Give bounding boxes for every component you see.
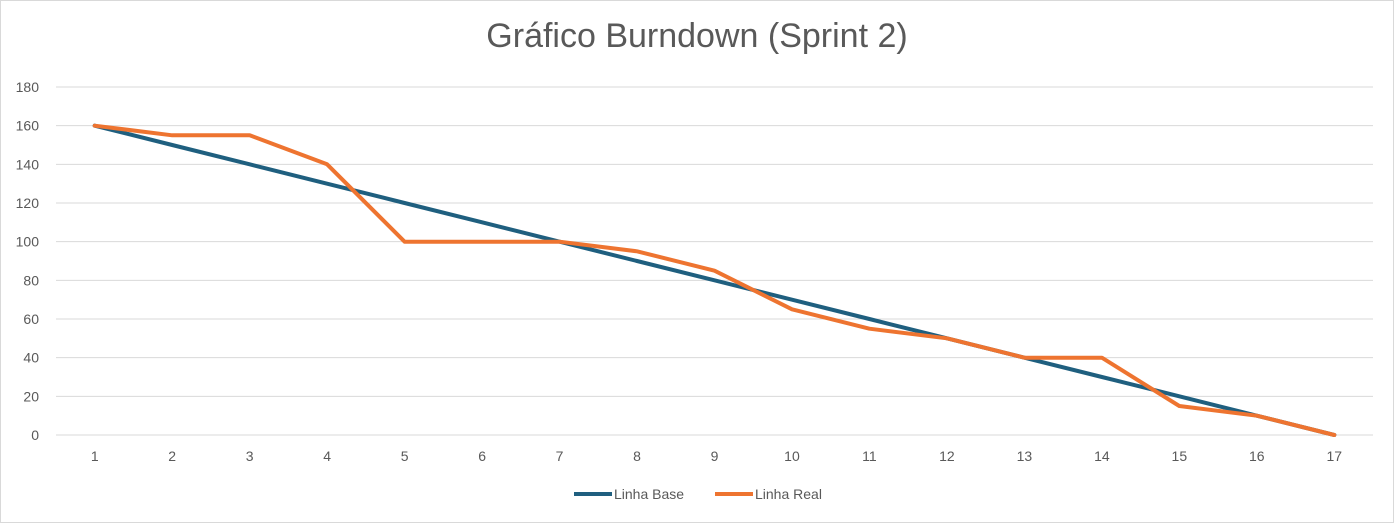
y-tick-label: 100 [16,234,40,250]
legend: Linha Base Linha Real [574,486,822,502]
x-tick-label: 10 [784,448,800,464]
x-axis-ticks: 1 2 3 4 5 6 7 8 9 10 11 12 13 14 15 16 17 [91,448,1342,464]
x-tick-label: 2 [168,448,176,464]
y-tick-label: 160 [16,118,40,134]
y-tick-label: 80 [23,272,39,288]
x-tick-label: 13 [1017,448,1033,464]
series-line-linha-base [92,123,1337,437]
x-tick-label: 8 [633,448,641,464]
x-tick-label: 9 [711,448,719,464]
y-tick-label: 180 [16,79,40,95]
y-tick-label: 140 [16,156,40,172]
y-tick-label: 20 [23,388,39,404]
x-tick-label: 5 [401,448,409,464]
x-tick-label: 1 [91,448,99,464]
x-tick-label: 6 [478,448,486,464]
x-tick-label: 14 [1094,448,1110,464]
y-tick-label: 0 [31,427,39,443]
x-tick-label: 16 [1249,448,1265,464]
x-tick-label: 15 [1172,448,1188,464]
legend-label: Linha Real [755,486,822,502]
series-lines [92,123,1337,437]
x-tick-label: 7 [556,448,564,464]
x-tick-label: 17 [1326,448,1342,464]
x-tick-label: 12 [939,448,955,464]
x-tick-label: 4 [323,448,331,464]
y-tick-label: 60 [23,311,39,327]
x-tick-label: 11 [862,448,877,464]
series-line-linha-real [92,123,1337,437]
legend-label: Linha Base [614,486,684,502]
x-tick-label: 3 [246,448,254,464]
y-tick-label: 120 [16,195,40,211]
y-tick-label: 40 [23,350,39,366]
chart-title: Gráfico Burndown (Sprint 2) [486,17,908,55]
grid-lines [56,86,1373,436]
y-axis-ticks: 0 20 40 60 80 100 120 140 160 180 [16,79,40,443]
